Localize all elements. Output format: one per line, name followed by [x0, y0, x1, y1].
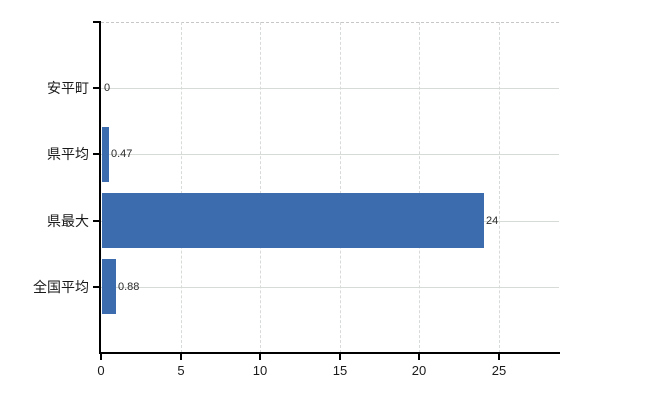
x-tick-10: [259, 354, 261, 360]
y-gridline-1: [101, 154, 559, 155]
x-gridline-20: [419, 22, 420, 353]
x-tick-label-20: 20: [411, 363, 427, 378]
bar-value-label-0: 0: [104, 82, 111, 94]
y-tick-0: [93, 87, 100, 89]
category-label-2: 県最大: [47, 213, 89, 229]
x-tick-5: [180, 354, 182, 360]
x-tick-15: [339, 354, 341, 360]
bar-2: [102, 193, 484, 248]
y-axis-line: [99, 21, 101, 354]
x-tick-20: [418, 354, 420, 360]
x-axis-line: [99, 352, 560, 354]
y-tick-3: [93, 286, 100, 288]
x-tick-label-25: 25: [491, 363, 507, 378]
bar-3: [102, 259, 116, 314]
x-gridline-15: [340, 22, 341, 353]
x-tick-label-15: 15: [332, 363, 348, 378]
plot-area: [101, 22, 559, 353]
category-label-0: 安平町: [47, 80, 89, 96]
bar-value-label-2: 24: [486, 215, 499, 227]
category-label-1: 県平均: [47, 146, 89, 162]
y-axis-top-tick: [93, 21, 100, 23]
y-tick-2: [93, 220, 100, 222]
category-label-3: 全国平均: [33, 279, 89, 295]
x-tick-label-5: 5: [177, 363, 185, 378]
x-gridline-10: [260, 22, 261, 353]
y-gridline-0: [101, 88, 559, 89]
y-gridline-3: [101, 287, 559, 288]
bar-value-label-3: 0.88: [118, 281, 140, 293]
bar-1: [102, 127, 109, 182]
x-gridline-5: [181, 22, 182, 353]
x-tick-label-0: 0: [97, 363, 105, 378]
x-tick-label-10: 10: [252, 363, 268, 378]
x-tick-25: [498, 354, 500, 360]
x-gridline-25: [499, 22, 500, 353]
y-tick-1: [93, 153, 100, 155]
x-tick-0: [100, 354, 102, 360]
bar-value-label-1: 0.47: [111, 148, 133, 160]
